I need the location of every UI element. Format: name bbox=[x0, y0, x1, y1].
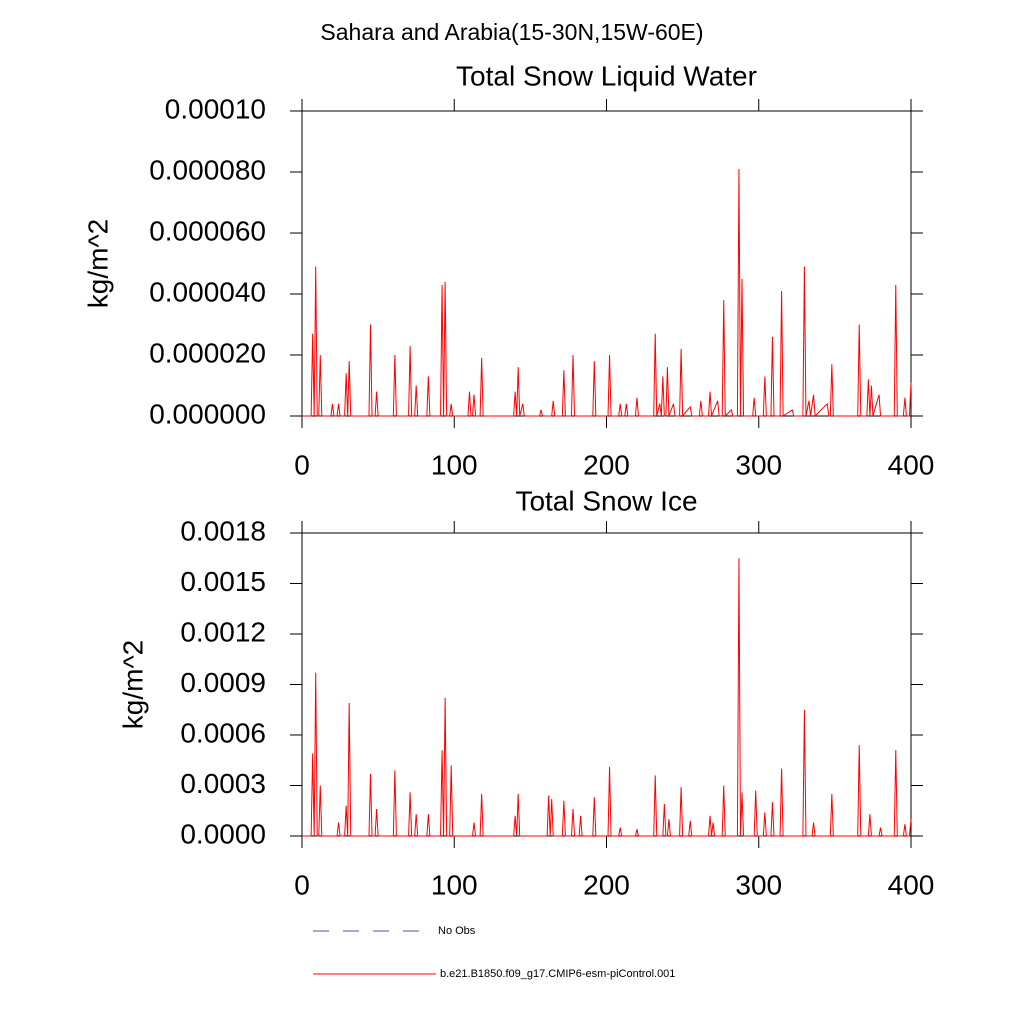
x-tick-label: 400 bbox=[888, 449, 935, 480]
x-tick-label: 400 bbox=[888, 869, 935, 900]
y-tick-label: 0.000020 bbox=[149, 337, 266, 368]
y-axis-label: kg/m^2 bbox=[82, 219, 113, 308]
y-tick-label: 0.0018 bbox=[180, 515, 266, 546]
y-axis-label: kg/m^2 bbox=[117, 640, 148, 729]
data-line bbox=[302, 168, 912, 418]
x-tick-label: 100 bbox=[431, 449, 478, 480]
x-tick-label: 0 bbox=[294, 869, 310, 900]
y-tick-label: 0.000000 bbox=[149, 398, 266, 429]
x-tick-label: 0 bbox=[294, 449, 310, 480]
data-line bbox=[302, 558, 912, 837]
y-tick-label: 0.000060 bbox=[149, 215, 266, 246]
y-tick-label: 0.000040 bbox=[149, 276, 266, 307]
y-tick-label: 0.0009 bbox=[180, 667, 266, 698]
legend-label: b.e21.B1850.f09_g17.CMIP6-esm-piControl.… bbox=[440, 968, 675, 980]
x-tick-label: 200 bbox=[583, 449, 630, 480]
plot-frame bbox=[301, 110, 912, 417]
chart-title: Total Snow Liquid Water bbox=[456, 60, 757, 91]
x-tick-label: 300 bbox=[735, 869, 782, 900]
y-tick-label: 0.0006 bbox=[180, 717, 266, 748]
x-tick-label: 200 bbox=[583, 869, 630, 900]
legend-label: No Obs bbox=[438, 925, 476, 937]
page-title: Sahara and Arabia(15-30N,15W-60E) bbox=[320, 19, 703, 45]
y-tick-label: 0.0015 bbox=[180, 566, 266, 597]
x-tick-label: 300 bbox=[735, 449, 782, 480]
y-tick-label: 0.0012 bbox=[180, 616, 266, 647]
chart-title: Total Snow Ice bbox=[515, 485, 697, 516]
plot-frame bbox=[301, 532, 912, 837]
y-tick-label: 0.0000 bbox=[180, 818, 266, 849]
x-tick-label: 100 bbox=[431, 869, 478, 900]
y-tick-label: 0.00010 bbox=[165, 93, 266, 124]
y-tick-label: 0.000080 bbox=[149, 154, 266, 185]
y-tick-label: 0.0003 bbox=[180, 768, 266, 799]
